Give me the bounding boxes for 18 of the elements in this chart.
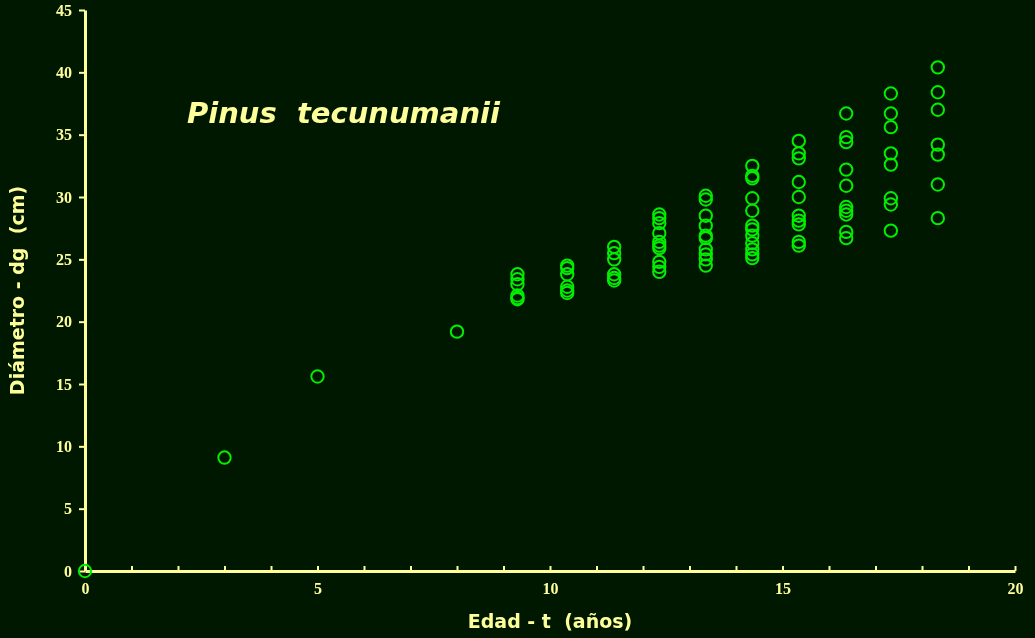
y-tick-label: 15	[56, 375, 72, 393]
y-axis-title: Diámetro - dg (cm)	[6, 185, 28, 396]
y-tick-label: 5	[64, 500, 72, 518]
y-tick-label: 10	[56, 437, 72, 455]
x-tick-label: 20	[1007, 580, 1024, 598]
x-axis-title: Edad - t (años)	[467, 610, 633, 632]
y-tick-label: 40	[56, 63, 72, 81]
text: Pinus tecunumanii	[187, 96, 501, 130]
y-tick-label: 45	[56, 1, 72, 19]
y-tick-label: 20	[56, 313, 72, 331]
y-tick-label: 30	[56, 188, 72, 206]
x-tick-label: 0	[81, 580, 90, 598]
x-tick-label: 10	[542, 580, 559, 598]
x-tick-label: 15	[775, 580, 791, 598]
y-tick-label: 25	[56, 250, 72, 268]
x-tick-label: 5	[314, 580, 322, 598]
y-tick-label: 0	[64, 562, 72, 580]
y-tick-label: 35	[56, 126, 72, 144]
